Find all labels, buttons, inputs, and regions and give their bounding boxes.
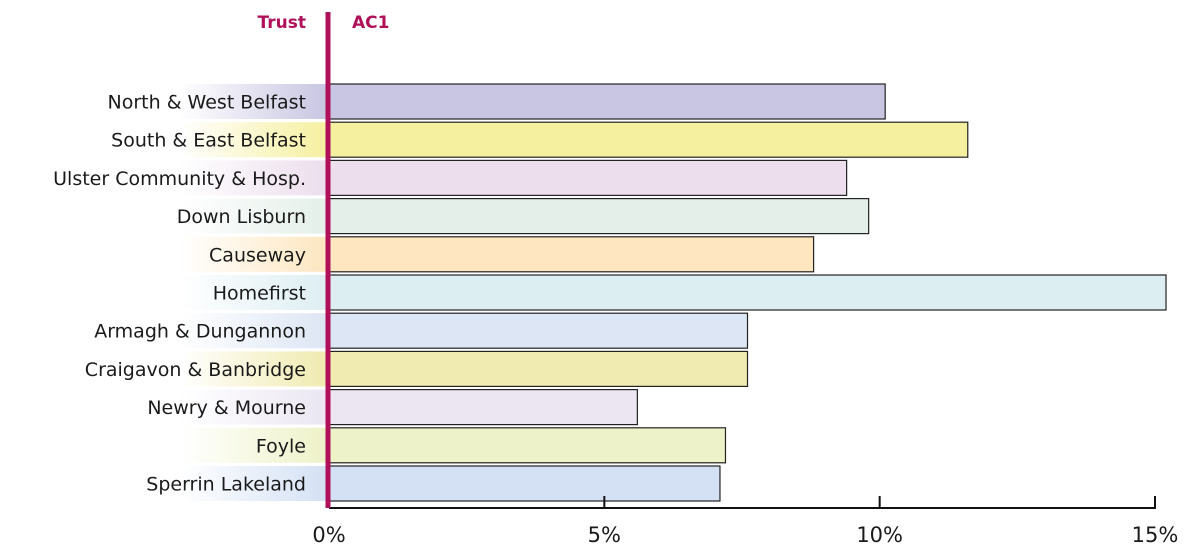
x-tick-label-0: 0% (312, 523, 345, 547)
category-label-bands (0, 84, 327, 501)
label-band-north-west-belfast (0, 84, 327, 119)
category-label-north-west-belfast: North & West Belfast (108, 92, 306, 114)
label-band-down-lisburn (0, 198, 327, 234)
x-tick-label-5: 5% (588, 523, 621, 547)
label-band-foyle (0, 427, 327, 463)
category-label-sperrin-lakeland: Sperrin Lakeland (146, 474, 306, 496)
column-header-ac1: AC1 (352, 13, 389, 33)
label-band-newry-mourne (0, 389, 327, 425)
label-band-homefirst (0, 275, 327, 310)
bar-south-east-belfast (328, 121, 969, 158)
bar-north-west-belfast (328, 83, 886, 120)
category-label-newry-mourne: Newry & Mourne (147, 397, 306, 419)
category-label-south-east-belfast: South & East Belfast (111, 130, 306, 152)
label-band-south-east-belfast (0, 122, 327, 158)
category-label-causeway: Causeway (209, 244, 306, 266)
category-label-homefirst: Homefirst (213, 283, 306, 305)
category-label-down-lisburn: Down Lisburn (177, 206, 306, 228)
label-band-ulster-community-hosp (0, 160, 327, 196)
x-tick-label-10: 10% (856, 523, 903, 547)
label-band-causeway (0, 236, 327, 272)
bar-causeway (328, 236, 815, 273)
category-label-armagh-dungannon: Armagh & Dungannon (94, 321, 306, 343)
bar-sperrin-lakeland (328, 465, 721, 502)
bar-homefirst (328, 274, 1167, 311)
label-band-sperrin-lakeland (0, 466, 327, 501)
x-axis: 0% 5% 10% 15% (312, 496, 1178, 547)
label-band-armagh-dungannon (0, 313, 327, 349)
category-label-ulster-community-hosp: Ulster Community & Hosp. (53, 168, 306, 190)
bars (328, 83, 1167, 502)
bar-newry-mourne (328, 389, 638, 426)
category-label-craigavon-banbridge: Craigavon & Banbridge (85, 359, 306, 381)
label-band-craigavon-banbridge (0, 351, 327, 387)
bar-down-lisburn (328, 198, 870, 235)
bar-ulster-community-hosp (328, 159, 848, 196)
x-tick-label-15: 15% (1132, 523, 1179, 547)
bar-armagh-dungannon (328, 312, 749, 349)
category-labels: North & West Belfast South & East Belfast… (53, 92, 306, 496)
column-header-trust: Trust (258, 13, 306, 33)
bar-craigavon-banbridge (328, 350, 749, 387)
bar-foyle (328, 427, 727, 464)
category-label-foyle: Foyle (256, 435, 306, 457)
